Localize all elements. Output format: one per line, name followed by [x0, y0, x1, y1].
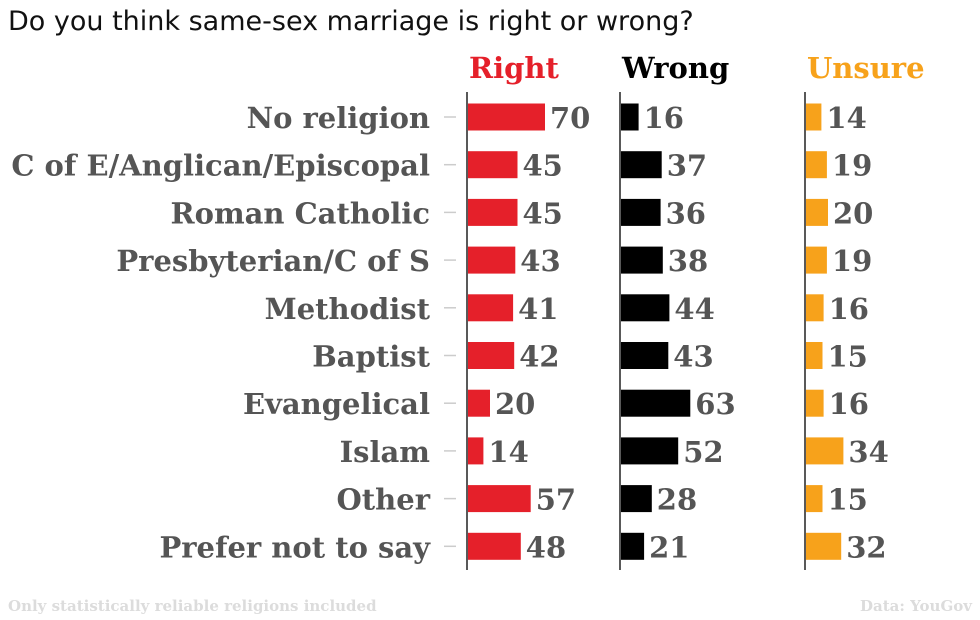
value-label-unsure-other: 15	[828, 483, 868, 517]
legend-right: Right	[469, 51, 559, 85]
source-credit: Data: YouGov	[860, 597, 972, 615]
bar-right-no-religion	[468, 103, 545, 131]
value-label-unsure-islam: 34	[848, 435, 888, 469]
bar-wrong-presbyterian-c-of-s	[621, 246, 663, 274]
bar-right-evangelical	[468, 389, 490, 417]
value-label-unsure-methodist: 16	[829, 292, 869, 326]
bar-wrong-prefer-not-to-say	[621, 532, 645, 560]
bar-wrong-baptist	[621, 342, 669, 369]
footnote: Only statistically reliable religions in…	[8, 597, 377, 615]
bar-wrong-other	[621, 485, 652, 513]
category-label-islam: Islam	[340, 435, 431, 469]
value-label-wrong-other: 28	[657, 483, 697, 517]
value-label-right-presbyterian-c-of-s: 43	[520, 244, 560, 278]
legend-wrong: Wrong	[621, 51, 729, 85]
value-label-right-prefer-not-to-say: 48	[526, 530, 566, 564]
value-label-right-baptist: 42	[519, 340, 559, 374]
bar-unsure-prefer-not-to-say	[806, 532, 842, 560]
category-label-c-of-e-anglican-episcopal: C of E/Anglican/Episcopal	[11, 149, 430, 183]
category-label-presbyterian-c-of-s: Presbyterian/C of S	[116, 244, 430, 278]
bar-right-prefer-not-to-say	[468, 532, 521, 560]
bar-unsure-other	[806, 485, 823, 513]
value-label-right-islam: 14	[488, 435, 528, 469]
bar-right-presbyterian-c-of-s	[468, 246, 516, 274]
bar-wrong-islam	[621, 437, 679, 465]
value-label-wrong-methodist: 44	[674, 292, 714, 326]
value-label-wrong-presbyterian-c-of-s: 38	[668, 244, 708, 278]
value-label-right-other: 57	[536, 483, 576, 517]
bar-wrong-c-of-e-anglican-episcopal	[621, 151, 662, 179]
bar-unsure-islam	[806, 437, 844, 465]
value-label-right-c-of-e-anglican-episcopal: 45	[523, 149, 563, 183]
value-label-wrong-prefer-not-to-say: 21	[649, 530, 689, 564]
value-label-unsure-prefer-not-to-say: 32	[846, 530, 886, 564]
legend-unsure: Unsure	[807, 51, 925, 85]
category-label-baptist: Baptist	[312, 340, 430, 374]
category-label-other: Other	[337, 483, 431, 517]
value-label-wrong-evangelical: 63	[695, 387, 735, 421]
value-label-wrong-c-of-e-anglican-episcopal: 37	[667, 149, 707, 183]
value-label-unsure-no-religion: 14	[826, 101, 866, 135]
bar-right-c-of-e-anglican-episcopal	[468, 151, 518, 179]
value-label-wrong-no-religion: 16	[644, 101, 684, 135]
value-label-wrong-islam: 52	[683, 435, 723, 469]
bar-right-methodist	[468, 294, 514, 322]
bar-unsure-no-religion	[806, 103, 822, 131]
value-label-right-evangelical: 20	[495, 387, 535, 421]
category-label-roman-catholic: Roman Catholic	[171, 196, 431, 230]
bar-right-baptist	[468, 342, 515, 369]
value-label-right-methodist: 41	[518, 292, 558, 326]
value-label-unsure-roman-catholic: 20	[833, 196, 873, 230]
value-label-right-no-religion: 70	[550, 101, 590, 135]
bar-wrong-evangelical	[621, 389, 691, 417]
bar-unsure-c-of-e-anglican-episcopal	[806, 151, 827, 179]
bar-right-islam	[468, 437, 484, 465]
bar-unsure-evangelical	[806, 389, 824, 417]
bar-wrong-no-religion	[621, 103, 639, 131]
value-label-unsure-evangelical: 16	[829, 387, 869, 421]
category-label-prefer-not-to-say: Prefer not to say	[159, 530, 431, 564]
chart-canvas: Right Wrong Unsure No religion C of E/Anglic…	[11, 51, 925, 570]
bar-wrong-methodist	[621, 294, 670, 322]
chart-title: Do you think same-sex marriage is right …	[8, 6, 694, 37]
bar-unsure-presbyterian-c-of-s	[806, 246, 827, 274]
category-label-no-religion: No religion	[247, 101, 430, 135]
value-label-unsure-presbyterian-c-of-s: 19	[832, 244, 872, 278]
bar-unsure-baptist	[806, 342, 823, 369]
value-label-unsure-c-of-e-anglican-episcopal: 19	[832, 149, 872, 183]
value-label-unsure-baptist: 15	[828, 340, 868, 374]
category-label-methodist: Methodist	[265, 292, 431, 326]
bar-unsure-roman-catholic	[806, 198, 828, 226]
bar-right-roman-catholic	[468, 198, 518, 226]
bar-wrong-roman-catholic	[621, 198, 661, 226]
value-label-right-roman-catholic: 45	[523, 196, 563, 230]
category-label-evangelical: Evangelical	[243, 387, 430, 421]
value-label-wrong-roman-catholic: 36	[666, 196, 706, 230]
value-label-wrong-baptist: 43	[673, 340, 713, 374]
bar-right-other	[468, 485, 531, 513]
bar-unsure-methodist	[806, 294, 824, 322]
